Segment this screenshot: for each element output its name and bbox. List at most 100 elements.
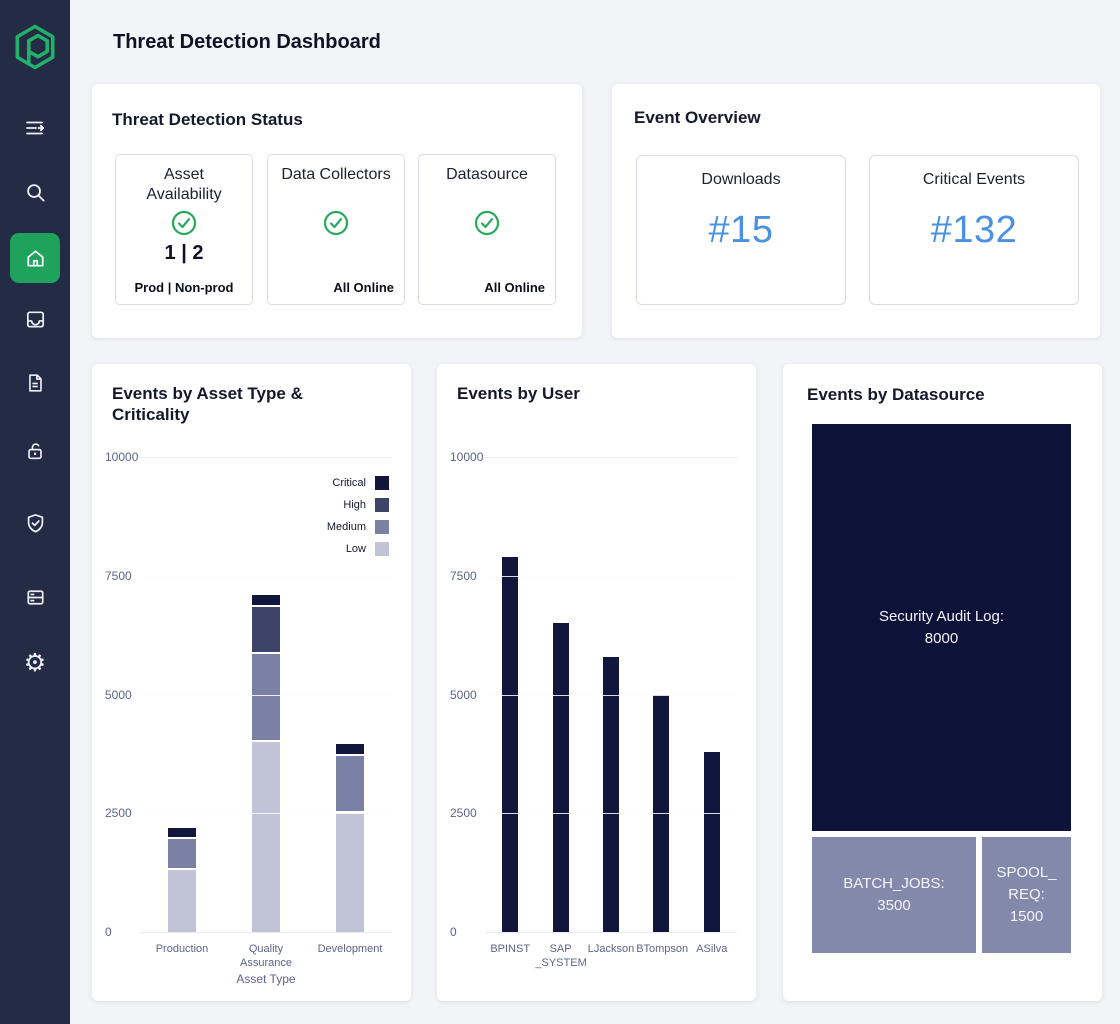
y-axis-tick-label: 10000 (105, 450, 139, 464)
tile-footer: All Online (484, 280, 545, 295)
medium-bar-segment[interactable] (336, 756, 364, 812)
page-title: Threat Detection Dashboard (113, 31, 381, 53)
legend-swatch (375, 476, 389, 490)
tile-value: #15 (708, 209, 774, 251)
high-bar-segment[interactable] (252, 606, 280, 653)
tile-title: Data Collectors (281, 166, 391, 183)
treemap: Security Audit Log: 8000 BATCH_JOBS: 350… (812, 424, 1071, 953)
medium-bar-segment[interactable] (168, 839, 196, 869)
y-axis-tick-label: 7500 (450, 568, 477, 583)
sidebar-item-inbox[interactable] (10, 297, 60, 341)
treemap-tile-batch-jobs[interactable]: BATCH_JOBS: 3500 (812, 837, 976, 953)
chart-title: Events by Asset Type & Criticality (112, 384, 303, 425)
shield-check-icon (24, 512, 47, 535)
check-circle-icon (473, 209, 501, 239)
sidebar-item-servers[interactable] (10, 575, 60, 619)
check-circle-icon (322, 209, 350, 239)
low-bar-segment[interactable] (168, 870, 196, 932)
stacked-bar-chart: 0 2500 5000 7500 10000 Production Quality Assu… (92, 364, 411, 1001)
legend-swatch (375, 520, 389, 534)
low-bar-segment[interactable] (336, 813, 364, 932)
gridline (485, 932, 737, 933)
sidebar-item-settings[interactable]: ⚙ (10, 640, 60, 684)
x-axis-category-label: BTompson (636, 943, 689, 955)
sidebar: ⚙ (0, 0, 70, 1024)
chart-title: Events by User (457, 384, 580, 403)
legend-swatch (375, 542, 389, 556)
y-axis-tick-label: 0 (105, 925, 112, 939)
search-icon (24, 181, 47, 204)
y-axis-tick-label: 7500 (105, 568, 132, 583)
legend-item[interactable]: Critical (332, 476, 389, 490)
critical-bar-segment[interactable] (336, 744, 364, 755)
sidebar-item-menu[interactable] (10, 106, 60, 150)
treemap-tile-security-audit-log[interactable]: Security Audit Log: 8000 (812, 424, 1071, 831)
legend-label: High (343, 499, 366, 511)
gridline-overlay (485, 694, 737, 696)
events-by-asset-type-card: Events by Asset Type & Criticality 0 2500… (92, 364, 411, 1001)
legend-item[interactable]: Low (346, 542, 389, 556)
bar-chart: 0 2500 5000 7500 10000 BPINST SAP _SYSTEM LJack… (437, 364, 756, 1001)
threat-detection-status-card: Threat Detection Status Asset Availabili… (92, 84, 582, 338)
legend-label: Medium (326, 521, 366, 533)
legend-label: Low (345, 543, 366, 555)
gridline-overlay (140, 694, 392, 696)
padlock-icon (24, 440, 46, 462)
bar-segment[interactable] (552, 623, 569, 932)
critical-bar-segment[interactable] (252, 594, 280, 605)
legend-swatch (375, 498, 389, 512)
x-axis-title: Asset Type (236, 972, 296, 986)
chart-legend: Critical High Medium Low (327, 476, 389, 556)
x-axis-category-label: Quality Assurance (240, 943, 292, 970)
card-title: Threat Detection Status (112, 110, 303, 129)
critical-bar-segment[interactable] (168, 827, 196, 838)
sidebar-item-search[interactable] (10, 170, 60, 214)
y-axis-tick-label: 10000 (450, 450, 484, 464)
sidebar-item-security[interactable] (10, 501, 60, 545)
treemap-bottom-row: BATCH_JOBS: 3500 SPOOL_ REQ: 1500 (812, 837, 1071, 953)
bar-segment[interactable] (703, 751, 720, 932)
menu-arrow-icon (23, 116, 47, 140)
server-rack-icon (24, 586, 47, 609)
inbox-tray-icon (24, 308, 47, 331)
tile-value: #132 (930, 209, 1018, 251)
tile-footer: All Online (333, 280, 394, 295)
y-axis-tick-label: 5000 (450, 687, 477, 702)
bar-segment[interactable] (502, 556, 519, 932)
gridline-overlay (485, 575, 737, 577)
gridline (140, 457, 392, 458)
sidebar-item-documents[interactable] (10, 361, 60, 405)
gridline-overlay (140, 575, 392, 577)
event-overview-card: Event Overview Downloads #15 Critical Ev… (612, 84, 1100, 338)
legend-item[interactable]: Medium (327, 520, 389, 534)
home-icon (24, 247, 47, 270)
pathlock-hexagon-logo[interactable] (11, 23, 59, 71)
gear-icon: ⚙ (23, 647, 47, 677)
low-bar-segment[interactable] (252, 742, 280, 932)
gridline-overlay (140, 813, 392, 815)
chart-title: Events by Datasource (807, 385, 985, 404)
y-axis-tick-label: 2500 (105, 806, 132, 821)
y-axis-tick-label: 5000 (105, 687, 132, 702)
x-axis-category-label: Development (317, 943, 383, 955)
check-circle-icon (170, 209, 198, 239)
events-by-user-card: Events by User 0 2500 5000 7500 10000 BPINST S… (437, 364, 756, 1001)
x-axis-category-label: BPINST (490, 943, 531, 955)
bar-segment[interactable] (603, 656, 619, 932)
sidebar-item-access[interactable] (10, 429, 60, 473)
data-collectors-tile: Data Collectors All Online (267, 154, 405, 305)
legend-item[interactable]: High (343, 498, 389, 512)
treemap-tile-spool-req[interactable]: SPOOL_ REQ: 1500 (982, 837, 1071, 953)
card-title: Event Overview (634, 108, 761, 127)
gridline (140, 932, 392, 933)
sidebar-item-home[interactable] (10, 233, 60, 283)
gridline (485, 457, 737, 458)
tile-title: Downloads (701, 171, 781, 188)
tile-value: 1 | 2 (164, 242, 204, 264)
y-axis-tick-label: 0 (450, 925, 457, 939)
datasource-tile: Datasource All Online (418, 154, 556, 305)
medium-bar-segment[interactable] (252, 654, 280, 740)
tile-title: Datasource (446, 166, 528, 183)
tile-footer: Prod | Non-prod (134, 280, 234, 295)
